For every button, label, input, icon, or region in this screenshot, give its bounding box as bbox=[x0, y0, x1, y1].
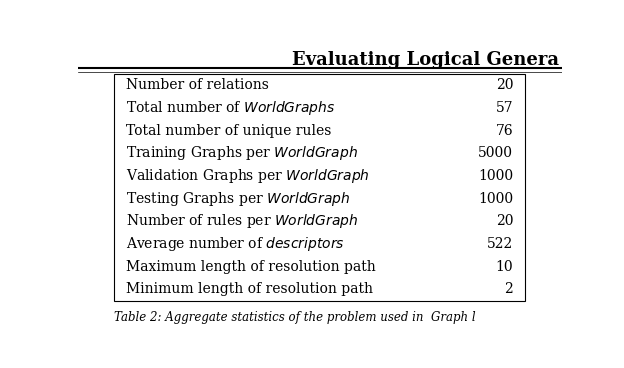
Text: 522: 522 bbox=[487, 237, 513, 251]
Bar bbox=[114, 74, 525, 301]
Text: Number of relations: Number of relations bbox=[126, 78, 269, 92]
Text: Total number of unique rules: Total number of unique rules bbox=[126, 124, 332, 138]
Text: Table 2: Aggregate statistics of the problem used in  Graph l: Table 2: Aggregate statistics of the pro… bbox=[114, 311, 476, 324]
Text: Training Graphs per $\mathit{WorldGraph}$: Training Graphs per $\mathit{WorldGraph}… bbox=[126, 144, 358, 162]
Text: Maximum length of resolution path: Maximum length of resolution path bbox=[126, 259, 376, 273]
Text: 1000: 1000 bbox=[478, 192, 513, 206]
Text: Validation Graphs per $\mathit{WorldGraph}$: Validation Graphs per $\mathit{WorldGrap… bbox=[126, 167, 370, 185]
Text: 20: 20 bbox=[495, 78, 513, 92]
Text: 2: 2 bbox=[504, 282, 513, 296]
Text: Evaluating Logical Genera: Evaluating Logical Genera bbox=[292, 51, 559, 69]
Text: 10: 10 bbox=[495, 259, 513, 273]
Text: 57: 57 bbox=[495, 101, 513, 115]
Text: 76: 76 bbox=[495, 124, 513, 138]
Text: Number of rules per $\mathit{WorldGraph}$: Number of rules per $\mathit{WorldGraph}… bbox=[126, 212, 359, 230]
Text: 20: 20 bbox=[495, 214, 513, 228]
Text: 1000: 1000 bbox=[478, 169, 513, 183]
Text: Average number of $\mathit{descriptors}$: Average number of $\mathit{descriptors}$ bbox=[126, 235, 345, 253]
Text: 5000: 5000 bbox=[478, 146, 513, 160]
Text: Minimum length of resolution path: Minimum length of resolution path bbox=[126, 282, 373, 296]
Text: Testing Graphs per $\mathit{WorldGraph}$: Testing Graphs per $\mathit{WorldGraph}$ bbox=[126, 190, 351, 208]
Text: Total number of $\mathit{WorldGraphs}$: Total number of $\mathit{WorldGraphs}$ bbox=[126, 99, 336, 117]
